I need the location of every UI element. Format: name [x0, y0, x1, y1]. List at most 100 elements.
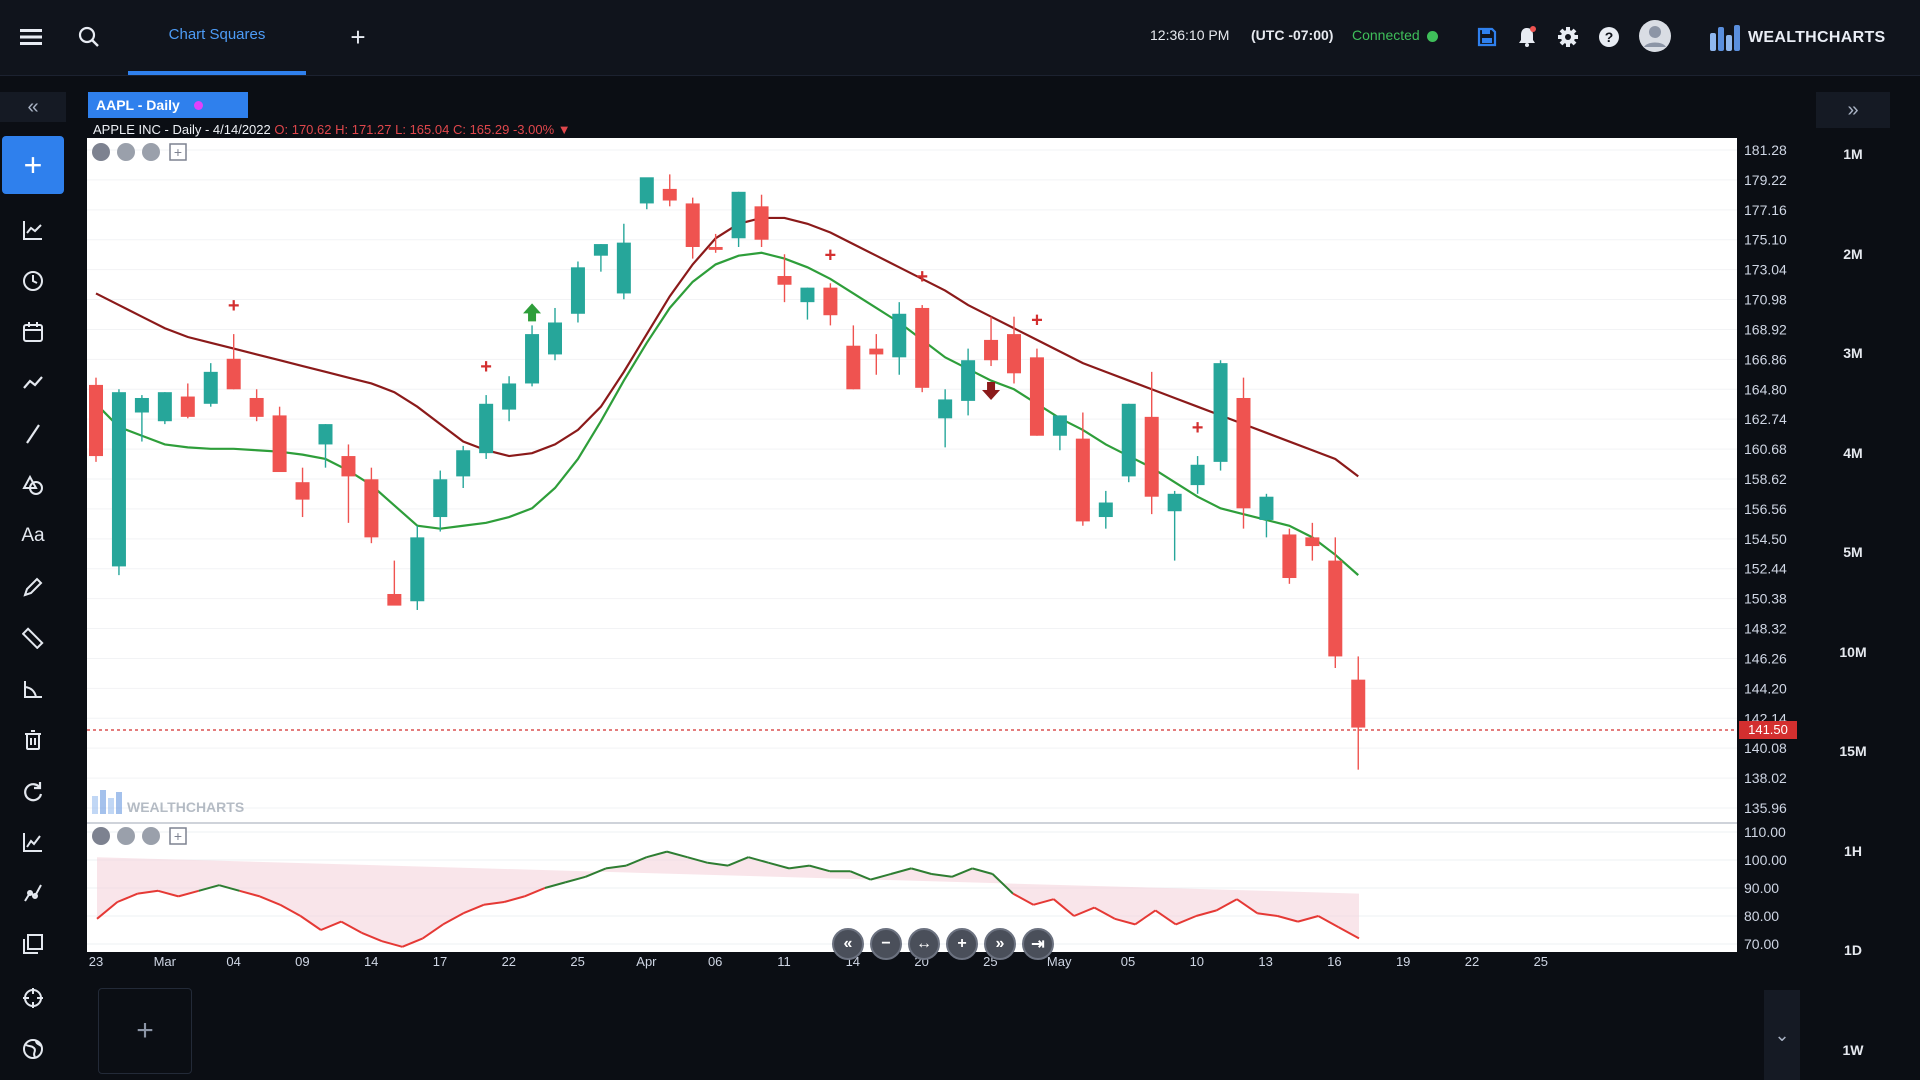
candle[interactable] — [593, 244, 608, 272]
refresh-icon[interactable] — [17, 775, 49, 807]
gear-icon[interactable] — [1553, 22, 1583, 52]
shapes-icon[interactable] — [17, 469, 49, 501]
candle[interactable] — [869, 334, 884, 375]
candle[interactable] — [685, 197, 700, 259]
candle[interactable] — [1259, 493, 1274, 538]
candle[interactable] — [1144, 371, 1159, 515]
candle[interactable] — [754, 194, 769, 247]
candle[interactable] — [134, 395, 149, 442]
timeframe-15m[interactable]: 15M — [1839, 743, 1867, 759]
candle[interactable] — [1052, 415, 1067, 451]
candle[interactable] — [1098, 490, 1113, 529]
timeframe-3m[interactable]: 3M — [1843, 345, 1863, 361]
chart-type-icon[interactable] — [17, 214, 49, 246]
calendar-icon[interactable] — [17, 316, 49, 348]
collapse-left-button[interactable]: « — [0, 92, 66, 122]
tab-chart-squares[interactable]: Chart Squares — [128, 0, 306, 75]
candle[interactable] — [1305, 522, 1320, 561]
bell-icon[interactable] — [1512, 22, 1542, 52]
osc-settings-icon[interactable] — [92, 827, 110, 845]
candle[interactable] — [708, 233, 723, 253]
candle[interactable] — [295, 467, 310, 518]
candle[interactable] — [731, 191, 746, 247]
angle-tool-icon[interactable] — [17, 673, 49, 705]
candle[interactable] — [1007, 316, 1021, 384]
candle[interactable] — [1167, 490, 1182, 561]
timeframe-1d[interactable]: 1D — [1844, 942, 1862, 958]
timeframe-5m[interactable]: 5M — [1843, 544, 1863, 560]
candle[interactable] — [1328, 537, 1343, 669]
collapse-bottom-button[interactable]: ⌄ — [1764, 990, 1800, 1080]
candle[interactable] — [318, 424, 333, 468]
candle[interactable] — [410, 525, 425, 610]
price-pane[interactable] — [87, 138, 1737, 824]
avatar-icon[interactable] — [1638, 19, 1672, 53]
candle[interactable] — [662, 174, 677, 207]
candle[interactable] — [111, 389, 126, 576]
pane-add-icon[interactable] — [169, 143, 187, 161]
add-indicator-button[interactable]: + — [2, 136, 64, 194]
candle[interactable] — [479, 395, 494, 459]
globe-icon[interactable] — [17, 1033, 49, 1065]
candle[interactable] — [984, 316, 999, 367]
zoom-out-button[interactable]: − — [870, 928, 902, 960]
add-chart-button[interactable]: + — [98, 988, 192, 1074]
candle[interactable] — [387, 560, 402, 606]
save-icon[interactable] — [1472, 22, 1502, 52]
layers-icon[interactable] — [17, 928, 49, 960]
scroll-right-button[interactable]: » — [984, 928, 1016, 960]
node-line-icon[interactable] — [17, 877, 49, 909]
candle[interactable] — [639, 177, 654, 210]
timeframe-1w[interactable]: 1W — [1842, 1041, 1864, 1058]
menu-icon[interactable] — [16, 22, 46, 52]
timeframe-1m[interactable]: 1M — [1843, 146, 1863, 162]
scroll-to-end-button[interactable]: ⇥ — [1022, 928, 1054, 960]
candle[interactable] — [892, 302, 907, 375]
timeframe-4m[interactable]: 4M — [1843, 444, 1863, 461]
clock-icon[interactable] — [17, 265, 49, 297]
price-axis[interactable] — [1737, 138, 1799, 952]
candle[interactable] — [846, 325, 861, 390]
candle[interactable] — [777, 254, 792, 303]
candle[interactable] — [433, 470, 448, 532]
candle[interactable] — [89, 377, 103, 462]
candle[interactable] — [938, 389, 953, 448]
candle[interactable] — [1351, 656, 1366, 770]
symbol-color-dot[interactable] — [193, 100, 203, 110]
candle[interactable] — [961, 348, 976, 416]
candle[interactable] — [1213, 360, 1228, 471]
candle[interactable] — [616, 223, 631, 300]
candle[interactable] — [1075, 412, 1090, 526]
timeframe-10m[interactable]: 10M — [1839, 643, 1867, 660]
candle[interactable] — [548, 307, 562, 361]
pane-up-icon[interactable] — [142, 143, 160, 161]
price-chart[interactable]: ++++++ 181.28179.22177.16175.10173.04170… — [87, 90, 1799, 970]
candle[interactable] — [502, 376, 517, 422]
timeframe-2m[interactable]: 2M — [1843, 245, 1863, 262]
candle[interactable] — [1121, 403, 1136, 483]
candle[interactable] — [364, 467, 379, 544]
candle[interactable] — [226, 334, 241, 390]
symbol-tab[interactable]: AAPL - Daily — [88, 92, 248, 118]
fit-width-button[interactable]: ↔ — [908, 928, 940, 960]
osc-down-icon[interactable] — [117, 827, 135, 845]
line-tool-icon[interactable] — [17, 418, 49, 450]
candle[interactable] — [570, 261, 585, 323]
text-tool-icon[interactable]: Aa — [21, 525, 45, 546]
candle[interactable] — [157, 392, 172, 425]
crosshair-icon[interactable] — [17, 982, 49, 1014]
add-tab-icon[interactable]: + — [350, 21, 366, 52]
ruler-icon[interactable] — [17, 622, 49, 654]
trash-icon[interactable] — [17, 724, 49, 756]
candle[interactable] — [456, 445, 471, 489]
candle[interactable] — [249, 389, 264, 422]
candle[interactable] — [1190, 456, 1205, 494]
candle[interactable] — [180, 383, 195, 419]
indicator-chart-icon[interactable] — [17, 826, 49, 858]
candle[interactable] — [800, 287, 815, 320]
candle[interactable] — [1236, 377, 1251, 529]
pencil-icon[interactable] — [17, 571, 49, 603]
candle[interactable] — [915, 305, 930, 393]
time-axis[interactable] — [87, 952, 1737, 970]
candle[interactable] — [823, 283, 838, 326]
